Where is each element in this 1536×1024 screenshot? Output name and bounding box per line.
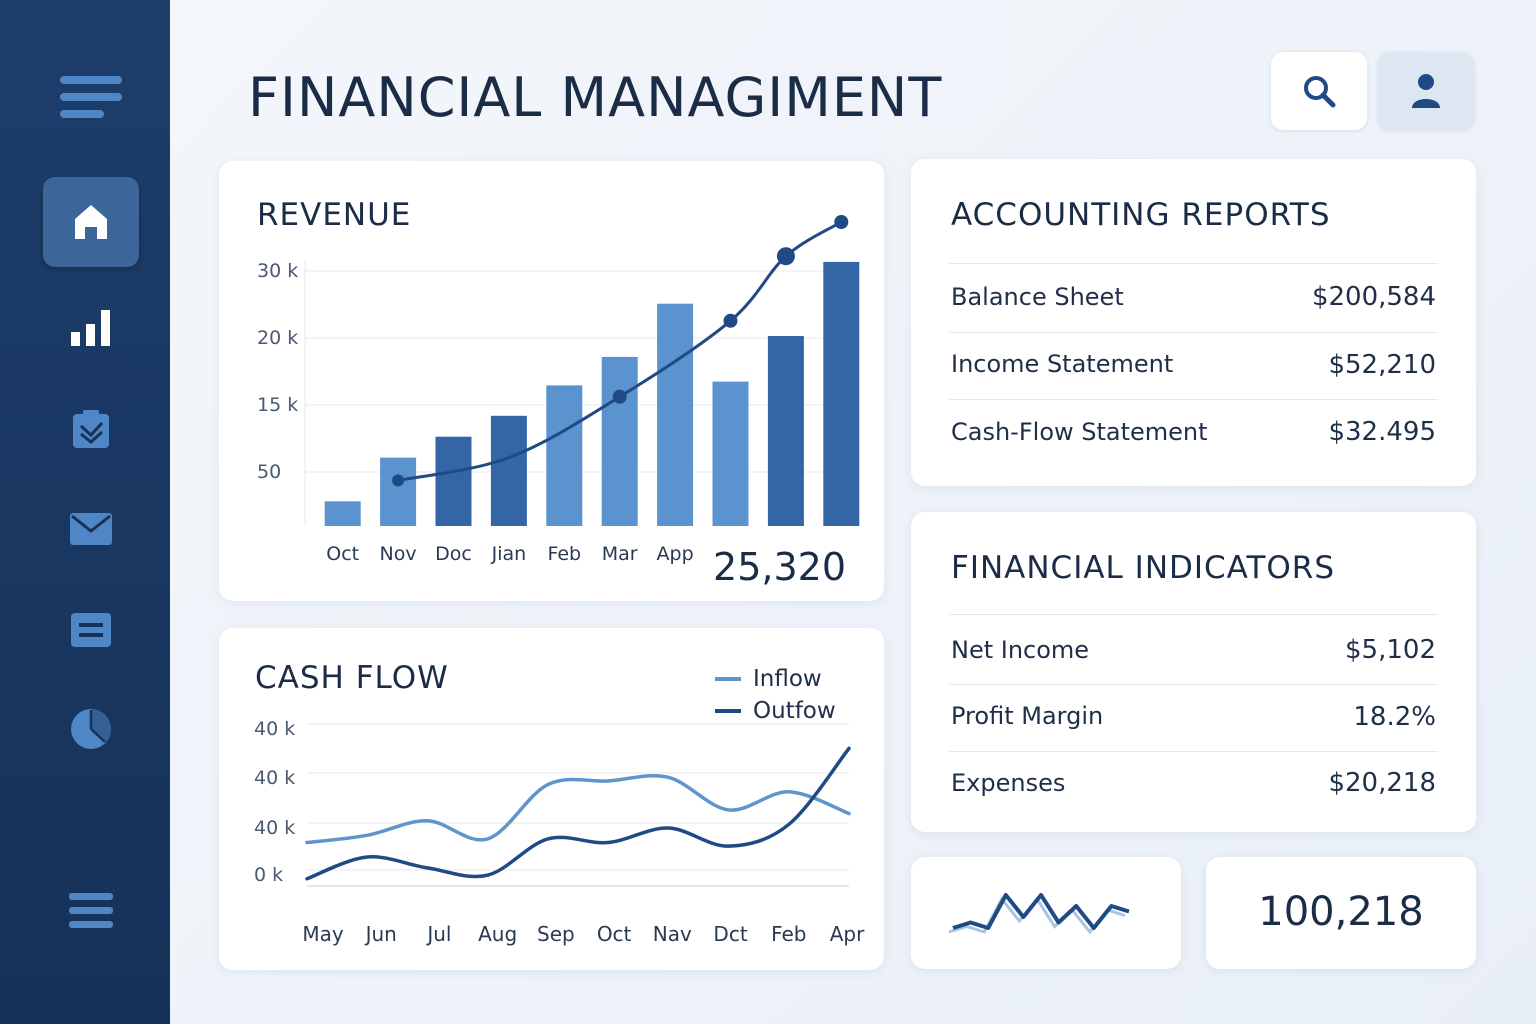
revenue-y-tick-label: 30 k <box>257 260 298 282</box>
user-icon <box>1409 72 1443 110</box>
indicator-net-income-value: $5,102 <box>1345 635 1436 665</box>
divider <box>949 332 1438 333</box>
cash-flow-x-tick-label: Sep <box>537 922 575 946</box>
report-balance-sheet-value: $200,584 <box>1312 282 1436 312</box>
list-icon <box>68 891 114 931</box>
trend-card <box>911 857 1181 969</box>
cash-flow-x-tick-label: Dct <box>713 922 747 946</box>
sidebar <box>0 0 170 1024</box>
revenue-x-tick-label: Jian <box>491 543 527 565</box>
divider <box>949 751 1438 752</box>
cash-flow-y-tick-label: 40 k <box>254 767 295 789</box>
revenue-bar <box>823 262 859 526</box>
cash-flow-x-tick-label: Aug <box>478 922 517 946</box>
report-cash-flow-statement-value: $32.495 <box>1328 417 1436 447</box>
bar-chart-icon <box>69 306 113 348</box>
revenue-trend-point <box>834 215 848 229</box>
revenue-bar <box>713 382 749 526</box>
menu-button[interactable] <box>43 52 139 142</box>
accounting-reports-title: ACCOUNTING REPORTS <box>951 197 1331 233</box>
indicator-net-income: Net Income <box>951 636 1089 664</box>
cash-flow-x-tick-label: Jul <box>425 922 451 946</box>
financial-indicators-card: FINANCIAL INDICATORS Net Income $5,102 P… <box>911 512 1476 832</box>
divider <box>949 614 1438 615</box>
revenue-x-tick-label: Mar <box>602 543 638 565</box>
revenue-card: REVENUE 30 k 20 k 15 k 50 Oct Nov Doc Jian Feb Ma… <box>219 161 884 601</box>
search-button[interactable] <box>1271 52 1367 130</box>
pie-chart-icon <box>70 708 112 750</box>
cash-flow-chart: 40 k 40 k 40 k 0 k May Jun Jul Aug Sep Oct Nav Dct F… <box>219 628 884 970</box>
search-icon <box>1301 73 1337 109</box>
cash-flow-y-tick-label: 40 k <box>254 817 295 839</box>
report-cash-flow-statement[interactable]: Cash-Flow Statement <box>951 418 1208 446</box>
revenue-bar <box>546 385 582 526</box>
menu-icon <box>60 74 122 120</box>
cash-flow-x-tick-label: Nav <box>653 922 692 946</box>
revenue-trend-point <box>777 247 795 265</box>
indicator-expenses-value: $20,218 <box>1328 768 1436 798</box>
revenue-trend-point <box>613 390 627 404</box>
mail-icon <box>69 512 113 546</box>
sidebar-item-more[interactable] <box>43 866 139 956</box>
indicator-profit-margin: Profit Margin <box>951 702 1103 730</box>
revenue-chart: 30 k 20 k 15 k 50 Oct Nov Doc Jian Feb Mar App <box>219 161 884 601</box>
revenue-bar <box>325 501 361 526</box>
revenue-bar <box>436 437 472 526</box>
sparkline-line <box>953 895 1129 928</box>
financial-indicators-title: FINANCIAL INDICATORS <box>951 550 1335 586</box>
revenue-trend-point <box>724 314 738 328</box>
summary-total: 100,218 <box>1206 889 1476 935</box>
sidebar-item-tasks[interactable] <box>43 384 139 474</box>
page-title: FINANCIAL MANAGIMENT <box>248 66 942 129</box>
divider <box>949 263 1438 264</box>
indicator-expenses: Expenses <box>951 769 1065 797</box>
revenue-x-tick-label: Nov <box>380 543 417 565</box>
sidebar-item-mail[interactable] <box>43 484 139 574</box>
sidebar-item-home[interactable] <box>43 177 139 267</box>
revenue-total: 25,320 <box>713 545 846 589</box>
cash-flow-y-tick-label: 40 k <box>254 718 295 740</box>
divider <box>949 399 1438 400</box>
revenue-x-tick-label: Oct <box>326 543 359 565</box>
document-icon <box>70 612 112 648</box>
revenue-bar <box>657 304 693 526</box>
report-income-statement-value: $52,210 <box>1328 350 1436 380</box>
accounting-reports-card: ACCOUNTING REPORTS Balance Sheet $200,58… <box>911 159 1476 486</box>
indicator-profit-margin-value: 18.2% <box>1353 702 1436 732</box>
revenue-bar <box>602 357 638 526</box>
divider <box>949 684 1438 685</box>
sparkline-shadow <box>949 899 1125 932</box>
cash-flow-series-inflow <box>307 776 849 843</box>
cash-flow-y-tick-label: 0 k <box>254 864 283 886</box>
revenue-x-tick-label: App <box>657 543 694 565</box>
revenue-trend-point <box>392 474 404 486</box>
cash-flow-x-tick-label: Apr <box>830 922 865 946</box>
sparkline-chart <box>911 857 1181 969</box>
sidebar-item-documents[interactable] <box>43 585 139 675</box>
revenue-y-tick-label: 20 k <box>257 327 298 349</box>
revenue-bar <box>768 336 804 526</box>
cash-flow-x-tick-label: Feb <box>771 922 806 946</box>
report-balance-sheet[interactable]: Balance Sheet <box>951 283 1124 311</box>
summary-card: 100,218 <box>1206 857 1476 969</box>
sidebar-item-reports[interactable] <box>43 282 139 372</box>
report-income-statement[interactable]: Income Statement <box>951 350 1173 378</box>
revenue-x-tick-label: Doc <box>435 543 472 565</box>
revenue-bar <box>491 416 527 526</box>
user-button[interactable] <box>1378 52 1474 130</box>
cash-flow-x-tick-label: Jun <box>364 922 397 946</box>
cash-flow-x-tick-label: May <box>302 922 344 946</box>
home-icon <box>73 203 109 241</box>
revenue-y-tick-label: 15 k <box>257 394 298 416</box>
cash-flow-series-outfow <box>307 748 849 878</box>
cash-flow-card: CASH FLOW Inflow Outfow 40 k 40 k 40 k 0 k M… <box>219 628 884 970</box>
revenue-bar <box>380 458 416 526</box>
tasks-icon <box>71 408 111 450</box>
revenue-x-tick-label: Feb <box>547 543 581 565</box>
sidebar-item-analytics[interactable] <box>43 684 139 774</box>
cash-flow-x-tick-label: Oct <box>597 922 632 946</box>
revenue-y-tick-label: 50 <box>257 461 281 483</box>
